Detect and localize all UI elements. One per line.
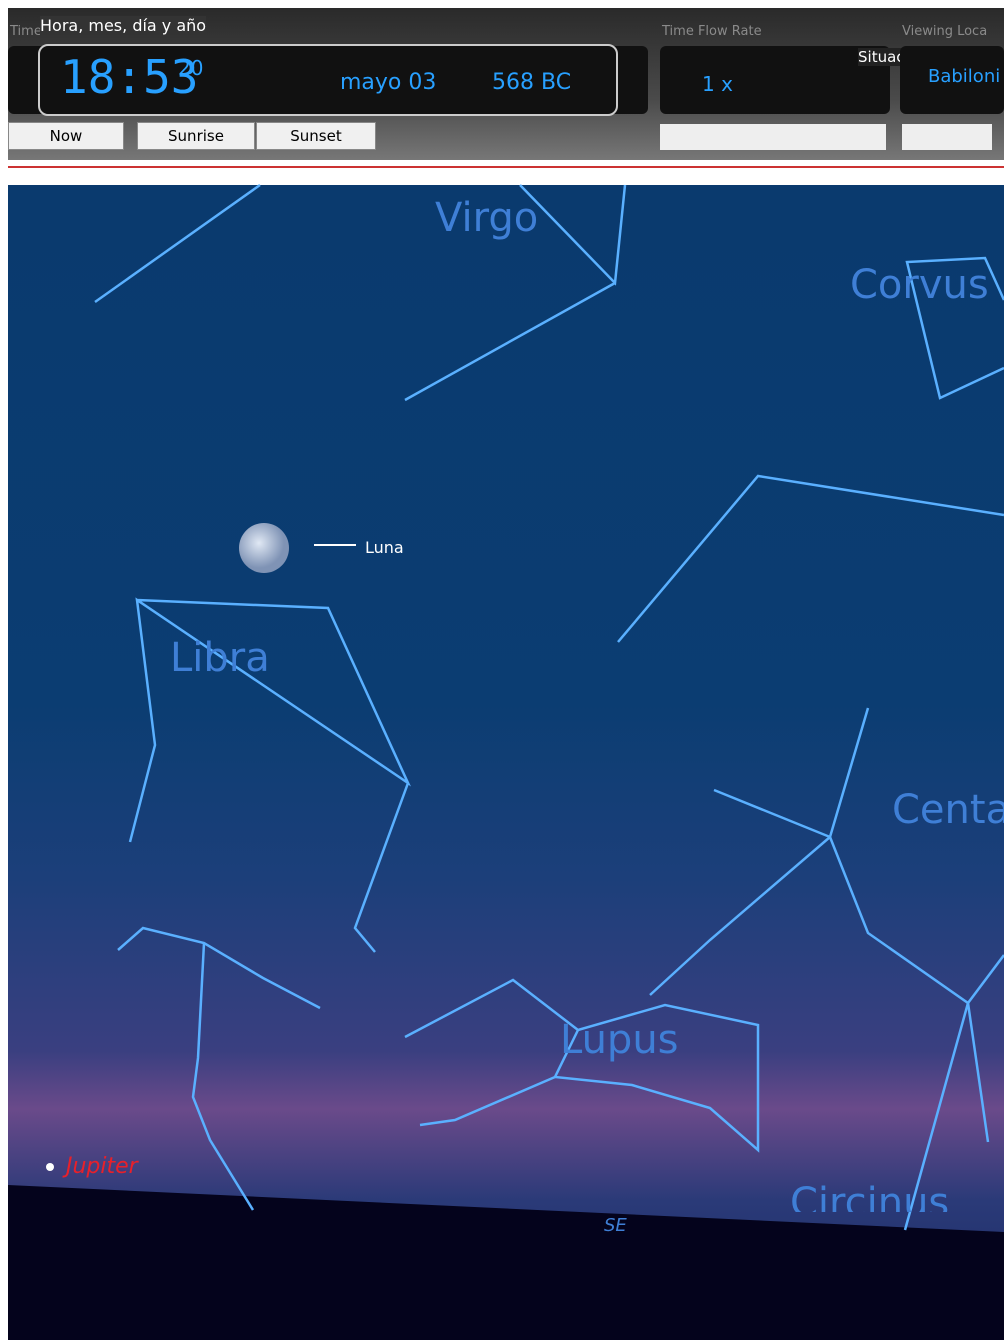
constellation-line bbox=[649, 836, 831, 996]
seconds[interactable]: 20 bbox=[178, 56, 204, 80]
time[interactable]: 18:53 bbox=[60, 50, 199, 104]
moon-label: Luna bbox=[365, 538, 404, 557]
constellation-line bbox=[903, 1002, 970, 1231]
constellation-label: Corvus bbox=[850, 262, 989, 308]
playback-controls[interactable] bbox=[660, 124, 886, 150]
constellation-line bbox=[905, 256, 1004, 400]
rate[interactable]: 1 x bbox=[702, 72, 733, 96]
clip: Circinus bbox=[0, 1180, 1004, 1212]
now-button[interactable]: Now bbox=[8, 122, 124, 150]
divider bbox=[8, 166, 1004, 168]
constellation-line bbox=[713, 707, 870, 839]
constellation-label: Circinus bbox=[790, 1180, 950, 1212]
scroll-controls[interactable] bbox=[902, 124, 992, 150]
constellation-line bbox=[828, 836, 1004, 1005]
constellation-line bbox=[117, 926, 321, 1010]
tooltip: Hora, mes, día y año bbox=[40, 16, 207, 35]
ground bbox=[8, 1185, 1004, 1340]
constellation-line bbox=[353, 782, 410, 953]
constellation-line bbox=[191, 942, 255, 1211]
year[interactable]: 568 BC bbox=[492, 70, 572, 95]
rate-panel bbox=[660, 46, 890, 114]
constellation-label: Centa bbox=[892, 787, 1004, 833]
sky bbox=[8, 185, 1004, 1340]
sunset-button[interactable]: Sunset bbox=[256, 122, 376, 150]
constellation-label: Libra bbox=[170, 635, 270, 681]
location-panel bbox=[900, 46, 1004, 114]
constellation-line bbox=[404, 978, 760, 1153]
constellation-line bbox=[966, 1002, 990, 1143]
focus-frame bbox=[38, 44, 618, 116]
constellation-line bbox=[404, 281, 616, 402]
moon[interactable] bbox=[239, 523, 289, 573]
label: Time Flow Rate bbox=[662, 24, 762, 39]
constellation-line bbox=[128, 597, 411, 843]
constellation-label: Lupus bbox=[560, 1017, 679, 1063]
constellation-label: Virgo bbox=[435, 195, 539, 241]
constellation-line bbox=[617, 474, 1004, 643]
direction-label: SE bbox=[604, 1215, 627, 1236]
sunrise-button[interactable]: Sunrise bbox=[137, 122, 255, 150]
constellation-line bbox=[419, 1075, 556, 1127]
location[interactable]: Babiloni bbox=[928, 66, 1001, 87]
label: Viewing Loca bbox=[902, 24, 988, 39]
planet[interactable] bbox=[46, 1163, 54, 1171]
planet-label: Jupiter bbox=[66, 1154, 138, 1179]
date[interactable]: mayo 03 bbox=[340, 70, 437, 95]
constellation-line bbox=[94, 183, 261, 304]
time-panel bbox=[8, 46, 648, 114]
